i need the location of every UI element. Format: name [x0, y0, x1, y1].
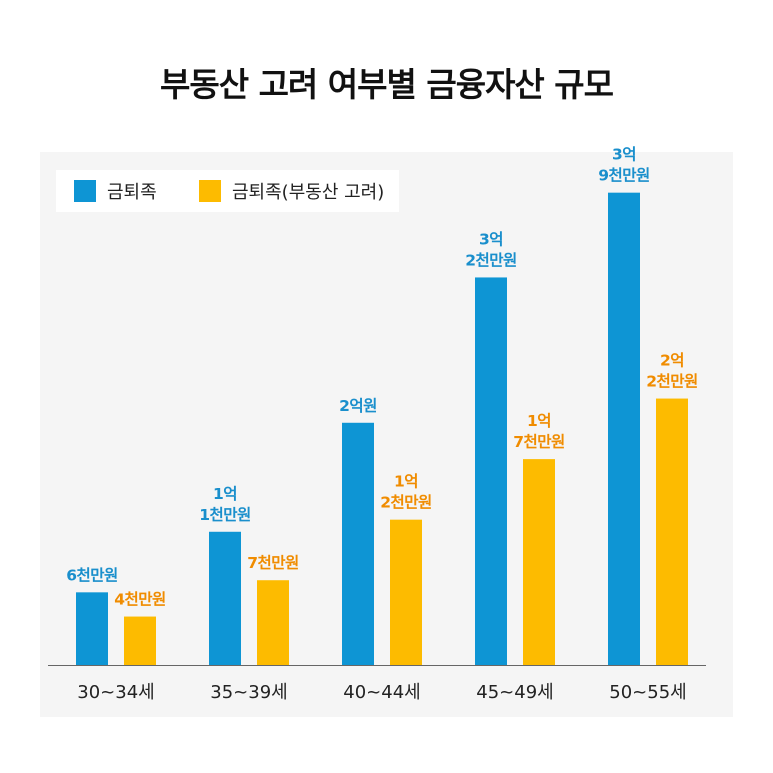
bar-series1-2 — [209, 531, 241, 665]
bar-series2-4 — [523, 459, 555, 665]
bar-series1-1 — [76, 592, 108, 665]
value-label-series1-5: 3억 9천만원 — [598, 145, 650, 185]
value-label-series2-4: 1억 7천만원 — [513, 411, 565, 451]
legend-swatch-1 — [74, 180, 96, 202]
legend-label-2: 금퇴족(부동산 고려) — [232, 182, 384, 203]
x-tick-label-5: 50~55세 — [609, 682, 686, 703]
value-label-series1-3: 2억원 — [339, 396, 377, 415]
value-label-series1-1: 6천만원 — [66, 566, 118, 584]
legend-box — [56, 170, 399, 212]
value-label-series1-4: 3억 2천만원 — [465, 229, 517, 269]
chart-title: 부동산 고려 여부별 금융자산 규모 — [160, 65, 614, 104]
legend-label-1: 금퇴족 — [107, 182, 157, 203]
x-tick-label-3: 40~44세 — [343, 682, 420, 703]
data-labels-group: 6천만원 4천만원 1억 1천만원 7천만원 2억원 1억 2천만원 3억 2천만원 1억 7천만원 3… — [66, 145, 698, 609]
bars-group — [76, 192, 688, 665]
x-tick-labels: 30~34세 35~39세 40~44세 45~49세 50~55세 — [77, 682, 686, 703]
bar-series1-5 — [608, 192, 640, 665]
legend-swatch-2 — [199, 180, 221, 202]
bar-series1-4 — [475, 277, 507, 665]
bar-series2-5 — [656, 398, 688, 665]
value-label-series2-5: 2억 2천만원 — [646, 351, 698, 391]
value-label-series2-1: 4천만원 — [114, 591, 166, 609]
x-tick-label-4: 45~49세 — [476, 682, 553, 703]
bar-series2-3 — [390, 519, 422, 665]
legend: 금퇴족 금퇴족(부동산 고려) — [56, 170, 399, 212]
value-label-series2-3: 1억 2천만원 — [380, 472, 432, 512]
value-label-series2-2: 7천만원 — [247, 554, 299, 572]
value-label-series1-2: 1억 1천만원 — [199, 484, 251, 524]
bar-series2-2 — [257, 580, 289, 665]
x-tick-label-2: 35~39세 — [210, 682, 287, 703]
bar-series2-1 — [124, 616, 156, 665]
bar-series1-3 — [342, 422, 374, 665]
x-tick-label-1: 30~34세 — [77, 682, 154, 703]
